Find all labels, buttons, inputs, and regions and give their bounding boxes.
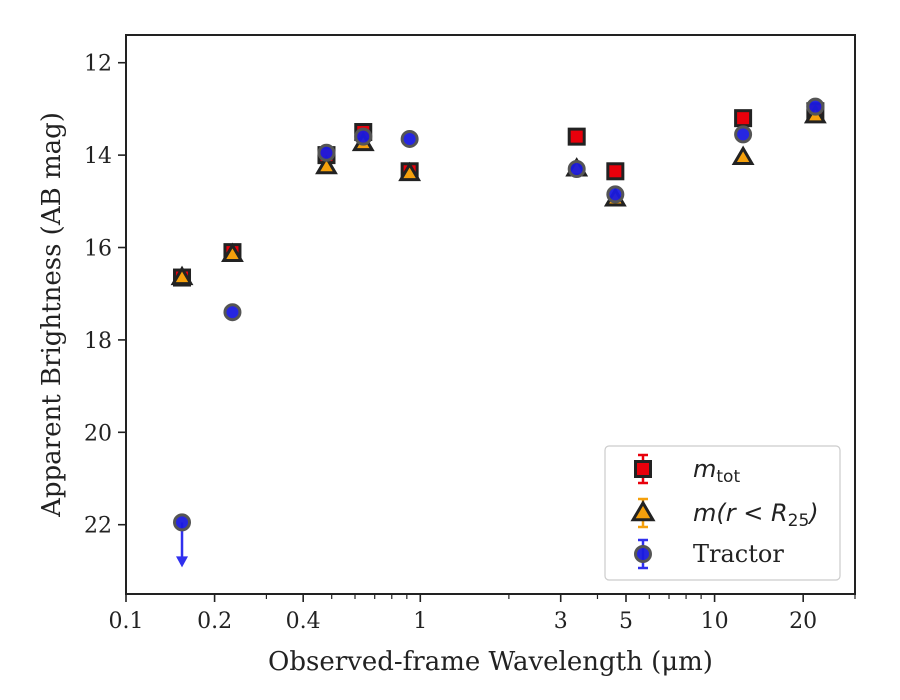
circle-point (354, 127, 373, 146)
legend: mtot m(r < R25) Tractor (604, 445, 841, 581)
legend-square-marker (634, 460, 652, 478)
legend-box (604, 445, 841, 581)
circle-point (400, 129, 419, 148)
square-point (606, 162, 625, 181)
circle-point (173, 513, 192, 532)
triangle-point (170, 265, 194, 286)
circle-point (734, 125, 753, 144)
y-tick-label: 12 (84, 52, 112, 77)
triangle-point (315, 154, 338, 175)
data-points (170, 97, 827, 568)
y-tick-label: 20 (84, 421, 112, 446)
x-tick-label: 0.2 (197, 609, 232, 634)
legend-label-1: m(r < R25) (693, 499, 819, 531)
x-tick-label: 5 (619, 609, 633, 634)
square-point (734, 109, 753, 128)
y-tick-label: 16 (84, 237, 112, 262)
circle-point (606, 185, 625, 204)
x-tick-label: 3 (554, 609, 568, 634)
legend-label-0: mtot (693, 455, 740, 487)
upper-limit-arrowhead (176, 556, 189, 568)
x-tick-label: 1 (413, 609, 427, 634)
axis-ticks: 0.1 0.2 0.4 1 3 5 10 20 12 14 16 18 20 22 (84, 52, 856, 634)
y-tick-label: 22 (84, 514, 112, 539)
x-tick-label: 0.4 (286, 609, 321, 634)
y-axis-label: Apparent Brightness (AB mag) (37, 112, 67, 518)
x-axis-label: Observed-frame Wavelength (μm) (268, 647, 713, 677)
circle-point (223, 303, 242, 322)
legend-label-2: Tractor (693, 540, 784, 568)
x-tick-label: 10 (701, 609, 729, 634)
square-point (567, 127, 586, 146)
circle-point (567, 159, 586, 178)
x-tick-label: 0.1 (109, 609, 144, 634)
circle-point (806, 97, 825, 116)
plot-frame (125, 34, 856, 595)
triangle-point (398, 161, 422, 182)
circle-point (317, 143, 336, 162)
triangle-point (731, 145, 755, 165)
y-tick-label: 18 (84, 329, 112, 354)
legend-triangle-marker (630, 499, 656, 522)
y-tick-label: 14 (84, 144, 112, 169)
triangle-point (221, 242, 244, 262)
x-tick-label: 20 (789, 609, 817, 634)
series-2 (173, 97, 825, 568)
legend-circle-marker (634, 545, 652, 563)
